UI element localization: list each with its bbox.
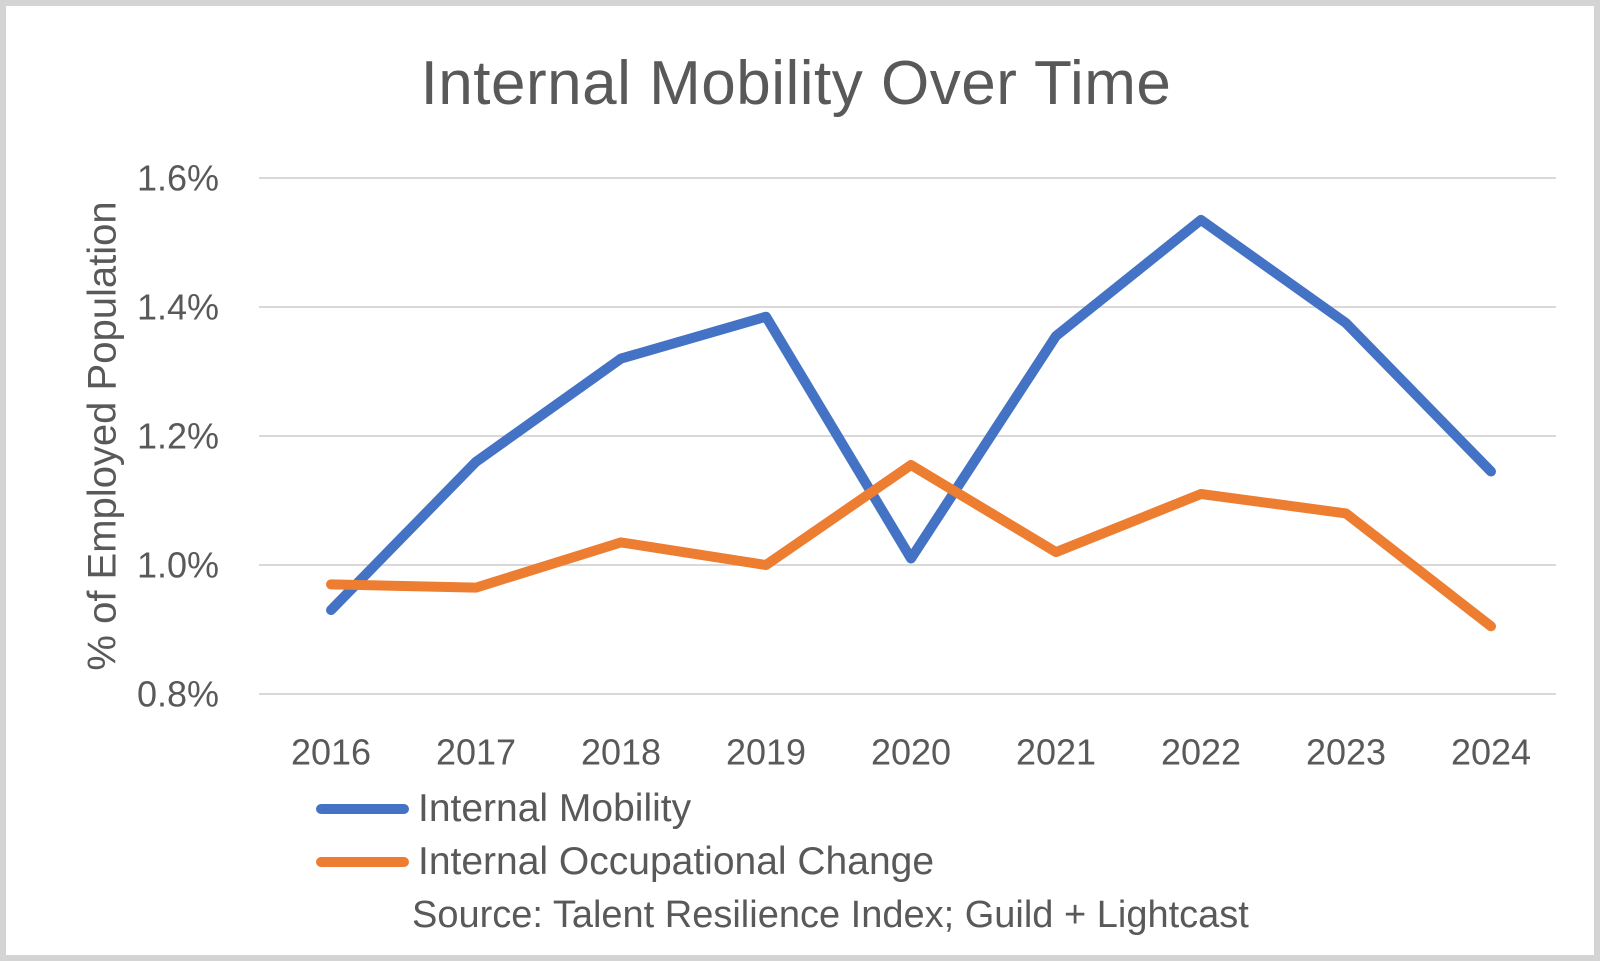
series-line-internal-occupational-change	[326, 460, 1496, 632]
x-tick-label: 2016	[291, 732, 371, 773]
legend-label-internal-occupational-change: Internal Occupational Change	[418, 840, 935, 883]
y-tick-label: 1.6%	[137, 158, 219, 199]
y-tick-label: 1.2%	[137, 416, 219, 457]
x-tick-label: 2022	[1161, 732, 1241, 773]
x-tick-label: 2019	[726, 732, 806, 773]
chart-title: Internal Mobility Over Time	[420, 49, 1172, 118]
legend-swatch-internal-occupational-change	[316, 857, 409, 867]
legend-item-internal-occupational-change: Internal Occupational Change	[316, 839, 934, 885]
plot-area: 1.6% 1.4% 1.2% 1.0% 0.8% 2016 2017 2018 2019 2020…	[137, 158, 1556, 773]
series-line-internal-mobility	[326, 214, 1496, 616]
x-tick-label: 2021	[1016, 732, 1096, 773]
y-tick-label: 1.0%	[137, 545, 219, 586]
x-tick-label: 2023	[1306, 732, 1386, 773]
legend-label-internal-mobility: Internal Mobility	[418, 787, 692, 830]
x-tick-label: 2020	[871, 732, 951, 773]
legend: Internal Mobility Internal Occupational …	[316, 786, 934, 892]
legend-swatch-internal-mobility	[316, 804, 409, 814]
x-tick-label: 2017	[436, 732, 516, 773]
x-tick-label: 2018	[581, 732, 661, 773]
y-tick-label: 0.8%	[137, 674, 219, 715]
legend-item-internal-mobility: Internal Mobility	[316, 786, 934, 832]
source-note: Source: Talent Resilience Index; Guild +…	[412, 894, 1249, 936]
x-tick-label: 2024	[1451, 732, 1531, 773]
y-tick-label: 1.4%	[137, 287, 219, 328]
